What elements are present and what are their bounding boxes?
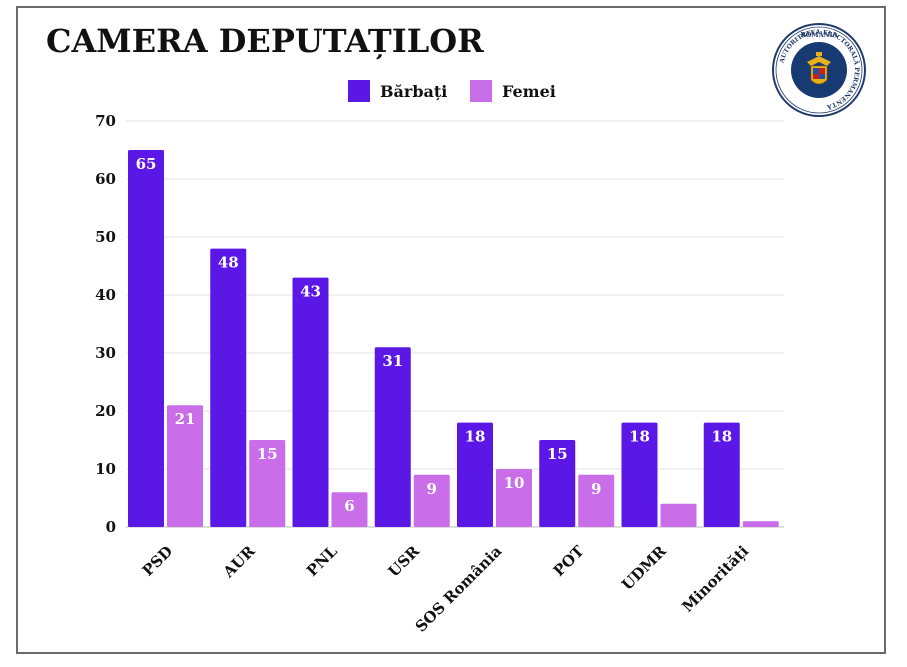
bars — [128, 150, 779, 527]
x-category-label: USR — [385, 542, 424, 581]
legend-label-femei: Femei — [502, 81, 556, 101]
data-label: 65 — [136, 155, 157, 173]
data-label: 21 — [175, 410, 196, 428]
x-category-label: AUR — [219, 542, 259, 582]
bar-barbati — [703, 422, 740, 527]
bar-femei — [496, 469, 532, 527]
y-tick-label: 20 — [95, 402, 116, 420]
bar-femei — [249, 440, 286, 527]
bar-femei — [167, 405, 203, 527]
bar-barbati — [539, 440, 576, 527]
bar-barbati — [292, 277, 329, 527]
coat-of-arms-icon — [807, 52, 831, 85]
y-axis-ticks: 0 10 20 30 40 50 60 70 — [95, 112, 116, 536]
seal-top-text: ROMÂNIA — [800, 30, 838, 39]
chart-title: CAMERA DEPUTAȚILOR — [46, 22, 484, 60]
x-category-label: PSD — [139, 542, 177, 580]
y-tick-label: 40 — [95, 286, 116, 304]
data-label: 10 — [504, 474, 525, 492]
data-label: 15 — [547, 445, 568, 463]
bar-femei — [413, 474, 450, 527]
bar-barbati — [210, 248, 247, 527]
data-label: 48 — [218, 254, 239, 272]
data-label: 9 — [591, 480, 601, 498]
bar-femei — [742, 521, 779, 527]
y-tick-label: 0 — [106, 518, 116, 536]
legend-swatch-femei — [470, 80, 492, 102]
data-label: 9 — [427, 480, 437, 498]
x-category-label: UDMR — [618, 542, 670, 594]
bar-femei — [660, 503, 697, 527]
legend-label-barbati: Bărbați — [380, 81, 448, 101]
data-label: 18 — [629, 428, 650, 446]
y-tick-label: 60 — [95, 170, 116, 188]
data-labels: 65 21 48 15 43 6 31 9 18 10 15 9 18 18 — [136, 155, 733, 515]
x-category-label: Minorități — [678, 542, 752, 616]
data-label: 18 — [465, 428, 486, 446]
legend-swatch-barbati — [348, 80, 370, 102]
bar-barbati — [128, 150, 164, 527]
x-category-label: POT — [550, 542, 588, 580]
data-label: 43 — [300, 283, 321, 301]
legend-item-barbati: Bărbați — [348, 80, 447, 102]
bar-barbati — [457, 422, 493, 527]
x-category-label: PNL — [303, 542, 341, 580]
y-tick-label: 70 — [95, 112, 116, 130]
data-label: 18 — [711, 428, 732, 446]
data-label: 15 — [257, 445, 278, 463]
y-tick-label: 50 — [95, 228, 116, 246]
x-category-label: SOS România — [412, 542, 506, 636]
bar-barbati — [374, 347, 411, 527]
data-label: 31 — [382, 352, 403, 370]
seal-logo-icon: AUTORITATEA ELECTORALĂ PERMANENTĂ ROMÂNI… — [772, 23, 866, 117]
legend-item-femei: Femei — [470, 80, 556, 102]
data-label: 6 — [344, 497, 354, 515]
bar-femei — [578, 474, 615, 527]
bar-femei — [331, 492, 368, 527]
bar-barbati — [621, 422, 658, 527]
y-tick-label: 10 — [95, 460, 116, 478]
y-tick-label: 30 — [95, 344, 116, 362]
